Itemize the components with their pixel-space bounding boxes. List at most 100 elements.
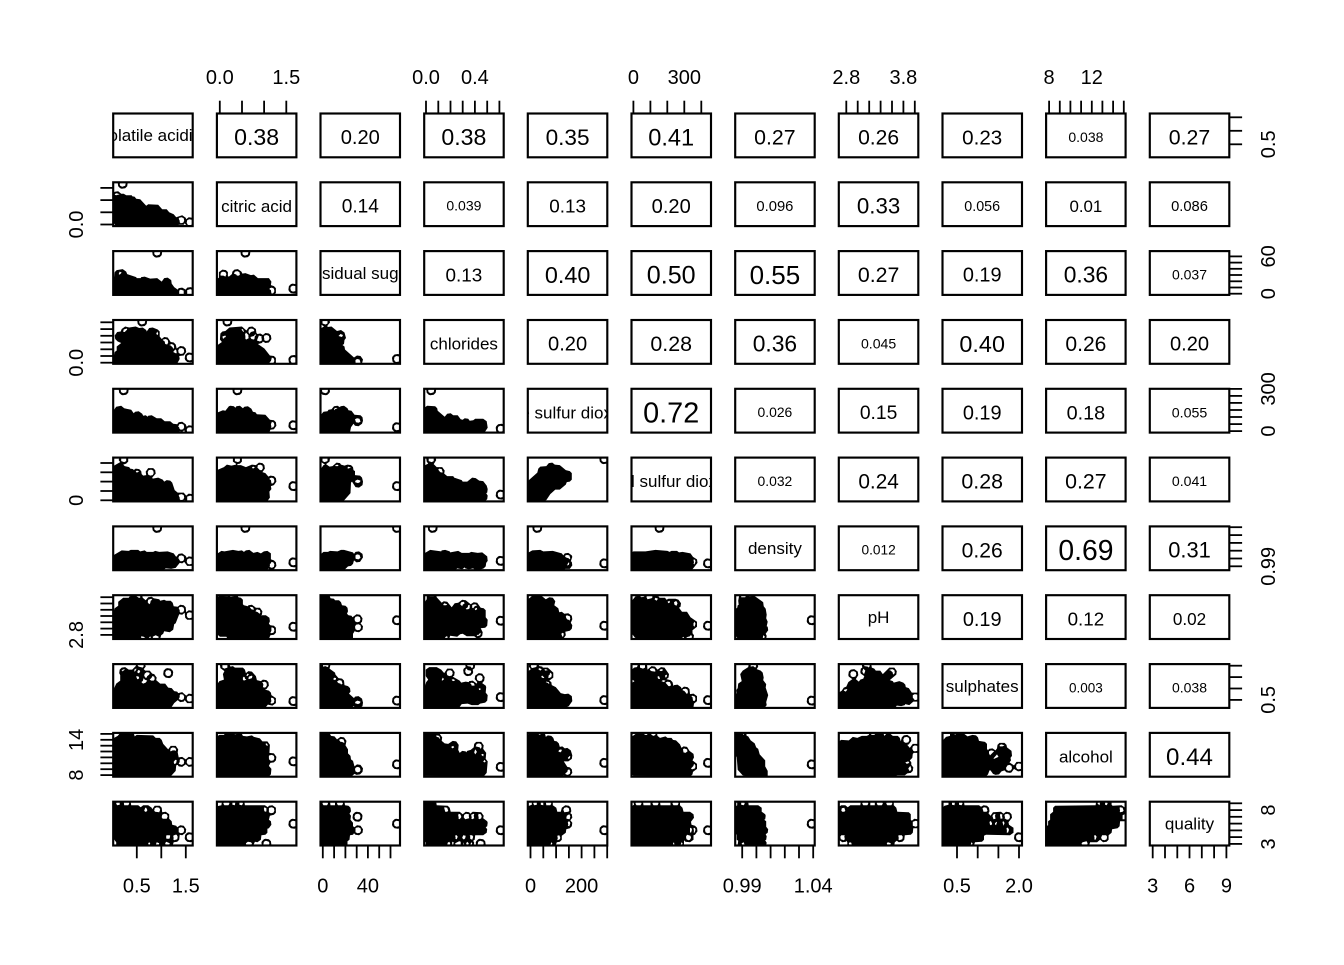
svg-text:0.38: 0.38 xyxy=(234,124,279,150)
svg-text:0.19: 0.19 xyxy=(963,265,1002,287)
svg-text:chlorides: chlorides xyxy=(430,335,498,354)
svg-text:pH: pH xyxy=(868,608,890,627)
svg-text:0.38: 0.38 xyxy=(441,124,486,150)
svg-text:0.0: 0.0 xyxy=(412,67,440,89)
svg-text:0.045: 0.045 xyxy=(861,335,896,351)
svg-text:0.5: 0.5 xyxy=(123,875,151,897)
svg-text:0.55: 0.55 xyxy=(750,260,801,290)
svg-text:0.28: 0.28 xyxy=(650,332,692,356)
svg-text:0.35: 0.35 xyxy=(546,125,590,150)
svg-text:0.27: 0.27 xyxy=(754,126,795,150)
svg-text:0.20: 0.20 xyxy=(548,334,587,356)
svg-text:0: 0 xyxy=(628,67,639,89)
svg-text:40: 40 xyxy=(357,875,379,897)
svg-text:6: 6 xyxy=(1184,875,1195,897)
svg-text:0: 0 xyxy=(1258,288,1280,299)
svg-text:alcohol: alcohol xyxy=(1059,747,1113,766)
svg-text:0.12: 0.12 xyxy=(1068,608,1105,629)
svg-text:3: 3 xyxy=(1258,838,1280,849)
svg-text:quality: quality xyxy=(1165,814,1215,833)
svg-text:2.0: 2.0 xyxy=(1005,875,1033,897)
svg-text:0.31: 0.31 xyxy=(1168,538,1211,563)
svg-text:3: 3 xyxy=(1147,875,1158,897)
svg-text:0: 0 xyxy=(317,875,328,897)
svg-text:0.13: 0.13 xyxy=(446,265,483,286)
svg-text:2.8: 2.8 xyxy=(832,67,860,89)
svg-text:0.36: 0.36 xyxy=(1064,262,1108,288)
svg-text:8: 8 xyxy=(1258,805,1280,816)
svg-text:8: 8 xyxy=(1044,67,1055,89)
svg-text:0: 0 xyxy=(525,875,536,897)
svg-text:60: 60 xyxy=(1258,245,1280,267)
svg-text:0.27: 0.27 xyxy=(858,263,899,287)
svg-text:0.13: 0.13 xyxy=(549,197,586,218)
svg-text:0.40: 0.40 xyxy=(959,331,1005,357)
svg-text:0.26: 0.26 xyxy=(1065,333,1106,356)
svg-text:0.039: 0.039 xyxy=(446,198,481,214)
svg-text:0.038: 0.038 xyxy=(1172,680,1207,696)
svg-text:0.086: 0.086 xyxy=(1171,199,1208,215)
svg-text:0.041: 0.041 xyxy=(1172,473,1207,489)
svg-text:0.40: 0.40 xyxy=(545,262,591,288)
svg-text:volatile acidity: volatile acidity xyxy=(100,126,206,145)
svg-text:0.012: 0.012 xyxy=(861,543,895,558)
svg-text:free sulfur dioxide: free sulfur dioxide xyxy=(501,403,635,422)
svg-text:0.18: 0.18 xyxy=(1067,402,1106,424)
svg-text:0.72: 0.72 xyxy=(643,398,699,430)
svg-text:0.44: 0.44 xyxy=(1166,744,1213,771)
svg-text:0.24: 0.24 xyxy=(858,471,898,494)
svg-text:0.99: 0.99 xyxy=(723,875,762,897)
svg-text:0.055: 0.055 xyxy=(1172,405,1208,421)
svg-text:12: 12 xyxy=(1081,67,1103,89)
svg-text:300: 300 xyxy=(668,67,701,89)
svg-text:0.4: 0.4 xyxy=(461,67,489,89)
svg-text:total sulfur dioxide: total sulfur dioxide xyxy=(603,472,740,491)
svg-text:0.50: 0.50 xyxy=(647,262,696,290)
svg-text:0.003: 0.003 xyxy=(1069,680,1103,695)
svg-text:0.14: 0.14 xyxy=(342,197,380,218)
svg-text:0.20: 0.20 xyxy=(652,196,691,218)
svg-text:0.26: 0.26 xyxy=(962,539,1003,562)
svg-text:0.0: 0.0 xyxy=(206,67,234,89)
svg-text:0.032: 0.032 xyxy=(758,473,793,489)
svg-text:0.33: 0.33 xyxy=(857,194,900,219)
svg-text:0: 0 xyxy=(1258,426,1280,437)
svg-text:density: density xyxy=(748,539,802,558)
svg-text:0.27: 0.27 xyxy=(1065,470,1106,494)
svg-text:0.096: 0.096 xyxy=(756,199,793,215)
svg-text:3.8: 3.8 xyxy=(889,67,917,89)
svg-text:0.27: 0.27 xyxy=(1169,126,1210,150)
svg-text:0.19: 0.19 xyxy=(963,402,1002,424)
svg-text:0.20: 0.20 xyxy=(341,127,380,149)
svg-text:0.01: 0.01 xyxy=(1069,197,1102,216)
svg-text:0.056: 0.056 xyxy=(964,199,1000,215)
svg-text:1.5: 1.5 xyxy=(272,67,300,89)
svg-text:1.04: 1.04 xyxy=(794,875,833,897)
svg-text:1.5: 1.5 xyxy=(172,875,200,897)
svg-text:0.038: 0.038 xyxy=(1068,129,1103,145)
svg-text:0.19: 0.19 xyxy=(963,609,1002,631)
svg-text:0.5: 0.5 xyxy=(1258,686,1280,714)
svg-text:0.0: 0.0 xyxy=(66,211,88,239)
svg-text:citric acid: citric acid xyxy=(221,197,292,216)
svg-text:0: 0 xyxy=(66,495,88,506)
svg-text:0.23: 0.23 xyxy=(962,126,1002,149)
svg-text:0.26: 0.26 xyxy=(858,127,899,150)
svg-text:300: 300 xyxy=(1258,372,1280,405)
svg-text:14: 14 xyxy=(66,729,88,751)
svg-text:0.41: 0.41 xyxy=(648,125,694,151)
svg-text:0.02: 0.02 xyxy=(1173,610,1206,629)
svg-text:9: 9 xyxy=(1221,875,1232,897)
svg-text:2.8: 2.8 xyxy=(66,621,88,649)
svg-text:0.5: 0.5 xyxy=(943,875,971,897)
svg-text:0.15: 0.15 xyxy=(860,403,898,424)
svg-text:0.99: 0.99 xyxy=(1258,547,1280,586)
svg-text:0.5: 0.5 xyxy=(1258,130,1280,158)
svg-text:0.28: 0.28 xyxy=(961,470,1003,494)
svg-text:0.037: 0.037 xyxy=(1172,267,1207,283)
svg-text:0.69: 0.69 xyxy=(1058,534,1113,566)
svg-text:sulphates: sulphates xyxy=(946,677,1019,696)
svg-text:residual sugar: residual sugar xyxy=(307,264,414,283)
svg-text:8: 8 xyxy=(66,770,88,781)
svg-text:0.36: 0.36 xyxy=(753,331,797,357)
